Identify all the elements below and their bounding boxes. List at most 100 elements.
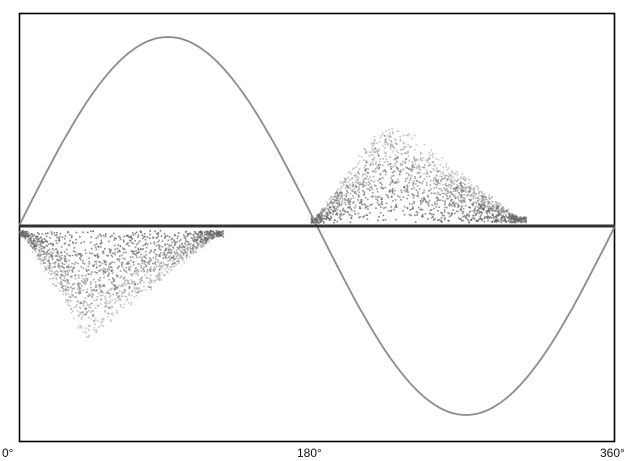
discharge-point — [36, 258, 39, 260]
discharge-point — [350, 217, 353, 219]
discharge-point — [74, 296, 76, 298]
discharge-point — [204, 231, 207, 233]
discharge-point — [74, 251, 76, 253]
discharge-point — [496, 210, 498, 212]
discharge-point — [32, 247, 34, 250]
discharge-point — [107, 265, 110, 268]
discharge-point — [344, 211, 346, 213]
discharge-point — [335, 205, 338, 208]
discharge-point — [56, 231, 58, 234]
discharge-point — [39, 254, 42, 257]
discharge-point — [470, 186, 472, 189]
discharge-point — [37, 254, 40, 257]
discharge-point — [24, 231, 27, 233]
discharge-point — [409, 179, 411, 181]
discharge-point — [475, 192, 477, 195]
discharge-point — [90, 230, 92, 233]
discharge-point — [128, 292, 130, 294]
discharge-point — [504, 215, 507, 217]
discharge-point — [86, 288, 89, 291]
discharge-point — [360, 200, 363, 203]
discharge-point — [57, 274, 59, 276]
discharge-point — [162, 254, 164, 256]
discharge-point — [332, 198, 334, 200]
discharge-point — [46, 241, 49, 243]
discharge-point — [50, 242, 52, 245]
discharge-point — [95, 286, 97, 288]
discharge-point — [129, 235, 132, 238]
discharge-point — [206, 241, 209, 243]
discharge-point — [37, 254, 40, 256]
discharge-point — [181, 251, 184, 254]
discharge-point — [394, 163, 396, 165]
discharge-point — [455, 180, 458, 182]
discharge-point — [106, 268, 109, 270]
discharge-point — [179, 249, 182, 252]
discharge-point — [375, 163, 377, 165]
discharge-point — [518, 216, 520, 219]
discharge-point — [364, 177, 366, 180]
discharge-point — [330, 199, 333, 201]
discharge-point — [389, 182, 392, 184]
discharge-point — [58, 267, 61, 269]
discharge-point — [339, 203, 341, 206]
discharge-point — [389, 156, 392, 158]
discharge-point — [205, 241, 207, 244]
discharge-point — [21, 234, 24, 237]
discharge-point — [318, 213, 320, 215]
discharge-point — [402, 134, 405, 137]
discharge-point — [88, 310, 90, 312]
discharge-point — [426, 159, 429, 162]
discharge-point — [352, 202, 354, 204]
discharge-point — [330, 201, 332, 203]
discharge-point — [100, 239, 102, 242]
discharge-point — [440, 220, 443, 223]
discharge-point — [65, 280, 67, 283]
discharge-point — [444, 182, 447, 185]
discharge-point — [333, 219, 336, 221]
discharge-point — [474, 214, 477, 216]
discharge-point — [390, 196, 393, 198]
discharge-point — [33, 240, 36, 242]
discharge-point — [446, 206, 448, 209]
discharge-point — [433, 182, 435, 185]
discharge-point — [178, 262, 180, 264]
discharge-point — [464, 201, 466, 203]
discharge-point — [384, 169, 386, 171]
discharge-point — [450, 199, 452, 201]
discharge-point — [102, 250, 105, 252]
discharge-point — [370, 151, 373, 153]
discharge-point — [60, 286, 63, 288]
discharge-point — [41, 258, 44, 260]
discharge-point — [320, 214, 323, 217]
discharge-point — [34, 248, 36, 250]
discharge-point — [134, 282, 136, 285]
discharge-point — [134, 283, 136, 285]
discharge-point — [96, 296, 99, 298]
discharge-point — [389, 163, 392, 165]
discharge-point — [494, 209, 497, 211]
discharge-point — [141, 260, 143, 262]
discharge-point — [138, 278, 141, 281]
discharge-point — [211, 238, 214, 240]
discharge-point — [321, 209, 323, 211]
discharge-point — [58, 240, 60, 242]
discharge-point — [44, 256, 46, 258]
discharge-point — [95, 330, 97, 333]
discharge-point — [409, 146, 411, 148]
discharge-point — [438, 206, 440, 208]
discharge-point — [382, 132, 384, 135]
discharge-point — [371, 158, 374, 161]
discharge-point — [128, 286, 130, 288]
discharge-point — [210, 230, 212, 232]
discharge-point — [116, 296, 119, 299]
discharge-point — [316, 217, 319, 219]
discharge-point — [474, 213, 477, 215]
discharge-point — [158, 279, 161, 281]
discharge-point — [462, 197, 464, 199]
discharge-point — [150, 288, 152, 291]
discharge-point — [349, 202, 351, 205]
discharge-point — [469, 210, 472, 212]
discharge-point — [219, 235, 222, 237]
discharge-point — [87, 294, 90, 297]
